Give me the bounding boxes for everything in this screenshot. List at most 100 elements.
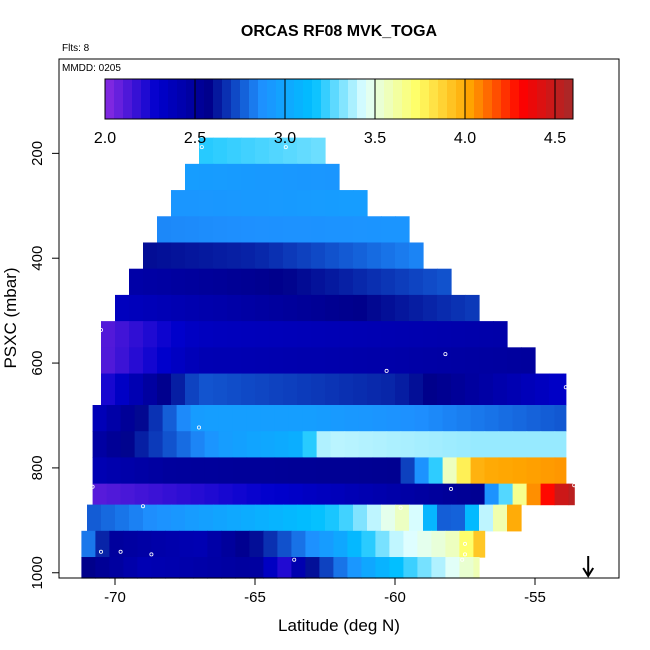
heatmap-cell — [333, 530, 348, 558]
heatmap-cell — [325, 216, 340, 244]
heatmap-cell — [456, 457, 472, 485]
heatmap-cell — [106, 431, 122, 459]
heatmap-cell — [92, 431, 108, 459]
heatmap-cell — [409, 242, 424, 270]
sample-point — [149, 552, 154, 557]
heatmap-cell — [353, 268, 368, 296]
heatmap-cell — [344, 431, 360, 459]
colorbar-segment — [474, 79, 484, 119]
heatmap-cell — [305, 530, 320, 558]
heatmap-cell — [367, 504, 382, 532]
colorbar-segment — [195, 79, 205, 119]
heatmap-cell — [521, 347, 536, 375]
heatmap-cell — [395, 373, 410, 406]
colorbar-segment — [375, 79, 385, 119]
heatmap-cell — [367, 347, 382, 375]
colorbar-segment — [249, 79, 259, 119]
flights-annotation: Flts: 8 — [62, 43, 90, 54]
colorbar-segment — [501, 79, 511, 119]
y-tick-label: 1000 — [29, 556, 46, 589]
heatmap-cell — [185, 268, 200, 296]
y-axis: 200 400 600 800 1000 — [29, 141, 59, 589]
heatmap-cell — [353, 242, 368, 270]
heatmap-cell — [213, 216, 228, 244]
heatmap-cell — [325, 373, 340, 406]
heatmap-cell — [493, 321, 508, 348]
heatmap-cell — [437, 321, 452, 348]
colorbar-segment — [240, 79, 250, 119]
sample-point — [443, 352, 448, 357]
heatmap-cell — [227, 216, 242, 244]
heatmap-cell — [386, 483, 402, 506]
heatmap-cell — [507, 347, 522, 375]
heatmap-cell — [456, 483, 472, 506]
heatmap-cell — [372, 457, 388, 485]
heatmap-cell — [409, 321, 424, 348]
heatmap-cell — [255, 321, 270, 348]
heatmap-cell — [451, 373, 466, 406]
heatmap-cell — [129, 373, 144, 406]
heatmap-cell — [554, 483, 570, 506]
heatmap-cell — [176, 431, 192, 459]
heatmap-cell — [375, 530, 390, 558]
heatmap-cell — [162, 431, 178, 459]
heatmap-cell — [120, 457, 136, 485]
heatmap-cell — [409, 268, 424, 296]
colorbar-segment — [312, 79, 322, 119]
heatmap-cell — [185, 190, 200, 217]
heatmap-cell — [101, 321, 116, 348]
colorbar-segment — [294, 79, 304, 119]
heatmap-cell — [199, 504, 214, 532]
heatmap-cell — [185, 294, 200, 322]
heatmap-cell — [263, 557, 278, 579]
heatmap-cell — [260, 405, 276, 432]
heatmap-cell — [274, 405, 290, 432]
heatmap-cell — [137, 530, 152, 558]
heatmap-cell — [414, 483, 430, 506]
heatmap-cell — [95, 557, 110, 579]
heatmap-cell — [129, 268, 144, 296]
heatmap-cell — [185, 163, 200, 191]
y-axis-label: PSXC (mbar) — [1, 267, 20, 368]
colorbar-segment — [159, 79, 169, 119]
colorbar-segment — [222, 79, 232, 119]
heatmap-cell — [101, 373, 116, 406]
heatmap-cell — [213, 137, 228, 165]
heatmap-cell — [361, 530, 376, 558]
heatmap-cell — [353, 294, 368, 322]
heatmap-cell — [274, 457, 290, 485]
colorbar-segment — [555, 79, 565, 119]
heatmap-cell — [409, 373, 424, 406]
heatmap-cell — [109, 557, 124, 579]
heatmap-cell — [316, 405, 332, 432]
heatmap-cell — [325, 294, 340, 322]
y-tick-label: 400 — [29, 246, 46, 271]
heatmap-cell — [381, 347, 396, 375]
heatmap-cell — [213, 347, 228, 375]
heatmap-cell — [199, 190, 214, 217]
heatmap-cell — [311, 137, 326, 165]
sample-point — [398, 505, 403, 510]
heatmap-cell — [249, 557, 264, 579]
colorbar-tick-label: 2.0 — [94, 130, 116, 147]
heatmap-cell — [347, 557, 362, 579]
sample-point — [196, 425, 201, 430]
heatmap-cell — [277, 557, 292, 579]
heatmap-cell — [526, 457, 542, 485]
heatmap-cell — [311, 268, 326, 296]
colorbar-segment — [231, 79, 241, 119]
heatmap-cell — [260, 483, 276, 506]
heatmap-cell — [507, 373, 522, 406]
heatmap-cells — [81, 137, 575, 579]
down-arrow-icon — [582, 556, 595, 578]
heatmap-cell — [339, 373, 354, 406]
heatmap-cell — [185, 347, 200, 375]
heatmap-cell — [269, 504, 284, 532]
heatmap-cell — [232, 405, 248, 432]
heatmap-cell — [479, 373, 494, 406]
plot-frame — [58, 58, 620, 579]
heatmap-cell — [540, 431, 556, 459]
heatmap-cell — [204, 483, 220, 506]
heatmap-cell — [137, 557, 152, 579]
colorbar-segment — [537, 79, 547, 119]
